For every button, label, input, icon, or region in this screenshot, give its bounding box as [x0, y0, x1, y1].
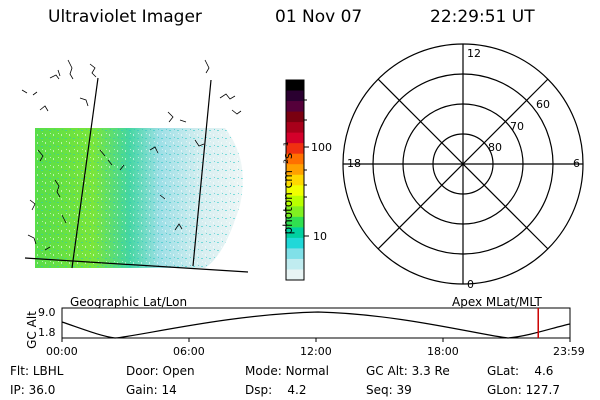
colorbar-tick-label: 10	[313, 230, 327, 243]
status-gain: Gain: 14	[126, 384, 177, 396]
altitude-xtick: 12:00	[300, 345, 332, 358]
coastline-outlines	[21, 59, 242, 251]
colorbar-segment	[286, 269, 304, 281]
colorbar-segment	[286, 143, 304, 155]
status-seq: Seq: 39	[366, 384, 412, 396]
altitude-ytick: 1.8	[38, 326, 56, 339]
lat-label-60: 60	[536, 98, 550, 111]
gcalt-value: 3.3 Re	[411, 364, 450, 378]
colorbar-segment	[286, 122, 304, 134]
dsp-value: 4.2	[287, 383, 307, 397]
glat-value: 4.6	[534, 364, 554, 378]
dsp-label: Dsp:	[245, 383, 273, 397]
mode-value: Normal	[285, 364, 329, 378]
lat-label-70: 70	[510, 120, 524, 133]
app-title: Ultraviolet Imager	[48, 7, 202, 27]
colorbar-segment	[286, 132, 304, 144]
colorbar-segment	[286, 206, 304, 218]
altitude-xtick: 23:59	[553, 345, 585, 358]
status-dsp: Dsp: 4.2	[245, 384, 307, 396]
door-value: Open	[162, 364, 195, 378]
status-gcalt: GC Alt: 3.3 Re	[366, 365, 450, 377]
glon-label: GLon:	[487, 383, 522, 397]
meridian-lines	[24, 77, 249, 273]
status-mode: Mode: Normal	[245, 365, 329, 377]
colorbar-segment	[286, 195, 304, 207]
date-display: 01 Nov 07	[275, 7, 363, 27]
colorbar-segment	[286, 174, 304, 186]
colorbar-segment	[286, 90, 304, 102]
colorbar-segment	[286, 258, 304, 270]
time-display: 22:29:51 UT	[430, 7, 535, 27]
colorbar-segment	[286, 185, 304, 197]
mlt-label-18: 18	[347, 157, 361, 170]
altitude-xtick: 18:00	[427, 345, 459, 358]
status-glat: GLat: 4.6	[487, 365, 553, 377]
colorbar-segment	[286, 101, 304, 113]
gcalt-label: GC Alt:	[366, 364, 408, 378]
glat-label: GLat:	[487, 364, 520, 378]
polar-panel-label: Apex MLat/MLT	[452, 295, 542, 309]
mode-label: Mode:	[245, 364, 282, 378]
door-label: Door:	[126, 364, 159, 378]
colorbar-segment	[286, 80, 304, 92]
lat-label-80: 80	[488, 141, 502, 154]
status-door: Door: Open	[126, 365, 195, 377]
colorbar-segment	[286, 248, 304, 260]
colorbar-segment	[286, 227, 304, 239]
ip-label: IP:	[10, 383, 25, 397]
seq-label: Seq:	[366, 383, 393, 397]
status-filter: Flt: LBHL	[10, 365, 63, 377]
status-glon: GLon: 127.7	[487, 384, 560, 396]
colorbar-segment	[286, 216, 304, 228]
gain-label: Gain:	[126, 383, 158, 397]
altitude-curve	[61, 311, 571, 339]
gain-value: 14	[161, 383, 177, 397]
mlt-label-6: 6	[573, 157, 580, 170]
ip-value: 36.0	[28, 383, 56, 397]
seq-value: 39	[396, 383, 412, 397]
mlt-label-12: 12	[467, 47, 481, 60]
colorbar-segment	[286, 237, 304, 249]
colorbar-segment	[286, 111, 304, 123]
colorbar-tick-label: 100	[311, 141, 332, 154]
colorbar-segment	[286, 153, 304, 165]
altitude-xtick: 06:00	[173, 345, 205, 358]
status-ip: IP: 36.0	[10, 384, 55, 396]
altitude-ytick: 9.0	[38, 306, 56, 319]
colorbar-segment	[286, 164, 304, 176]
altitude-xtick: 00:00	[46, 345, 78, 358]
glon-value: 127.7	[525, 383, 560, 397]
map-panel-label: Geographic Lat/Lon	[70, 295, 188, 309]
filter-label: Flt:	[10, 364, 29, 378]
filter-value: LBHL	[32, 364, 64, 378]
polar-diagonal	[377, 78, 549, 250]
altitude-ylabel: GC Alt	[25, 311, 39, 349]
mlt-label-0: 0	[467, 278, 474, 291]
